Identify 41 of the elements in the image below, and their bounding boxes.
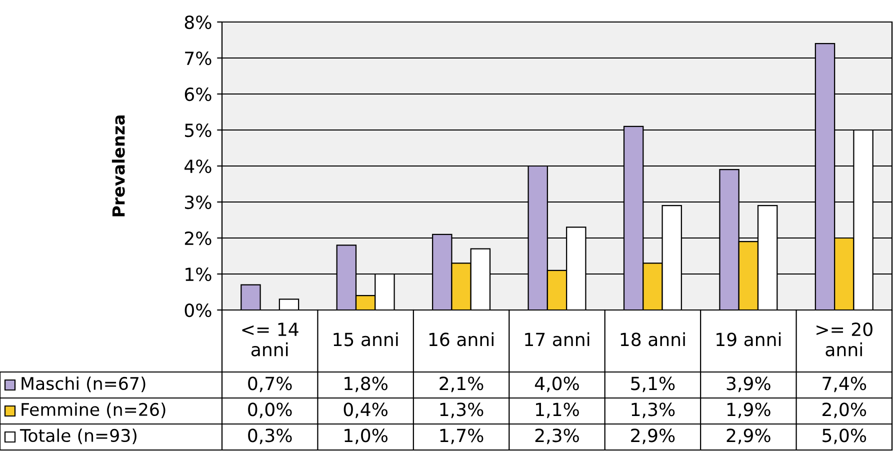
legend-label: Totale (n=93) [20, 428, 136, 444]
x-tick-label: <= 14 anni [242, 322, 298, 356]
data-label: 4,0% [534, 376, 579, 392]
legend-label: Maschi (n=67) [22, 376, 146, 392]
x-tick-label: 18 anni [620, 332, 685, 346]
legend-label: Femmine (n=26) [22, 402, 166, 418]
data-label: 5,1% [631, 376, 675, 392]
data-label: 1,3% [632, 402, 675, 418]
y-tick-label: 2% [184, 231, 212, 246]
y-tick-label: 6% [184, 87, 212, 102]
y-axis-title: Prevalenza [112, 115, 125, 216]
data-label: 3,9% [726, 376, 770, 392]
y-tick-label: 7% [185, 51, 212, 66]
y-tick-label: 8% [184, 15, 212, 30]
data-label: 1,9% [727, 402, 770, 418]
y-tick-label: 1% [186, 267, 212, 282]
y-tick-label: 0% [184, 303, 212, 318]
data-label: 2,9% [631, 428, 675, 444]
data-label: 2,3% [535, 428, 579, 444]
data-label: 0,0% [248, 402, 292, 418]
data-label: 2,9% [726, 428, 770, 444]
data-label: 0,3% [248, 428, 292, 444]
x-tick-label: 19 anni [716, 332, 781, 346]
data-label: 1,7% [440, 428, 484, 444]
x-tick-label: >= 20 anni [816, 322, 872, 356]
y-tick-label: 5% [185, 123, 212, 138]
data-label: 7,4% [822, 376, 866, 392]
data-label: 5,0% [822, 428, 866, 444]
data-label: 1,0% [344, 428, 388, 444]
data-label: 1,3% [440, 402, 484, 418]
data-label: 1,8% [344, 376, 388, 392]
data-label: 1,1% [536, 402, 579, 418]
x-tick-label: 16 anni [429, 332, 494, 346]
data-label: 2,1% [440, 376, 484, 392]
y-tick-label: 4% [184, 159, 212, 174]
x-tick-label: 15 anni [334, 332, 398, 346]
data-label: 2,0% [822, 402, 866, 418]
x-tick-label: 17 anni [525, 332, 590, 346]
y-tick-label: 3% [185, 195, 212, 210]
data-label: 0,4% [344, 402, 388, 418]
data-label: 0,7% [248, 376, 292, 392]
